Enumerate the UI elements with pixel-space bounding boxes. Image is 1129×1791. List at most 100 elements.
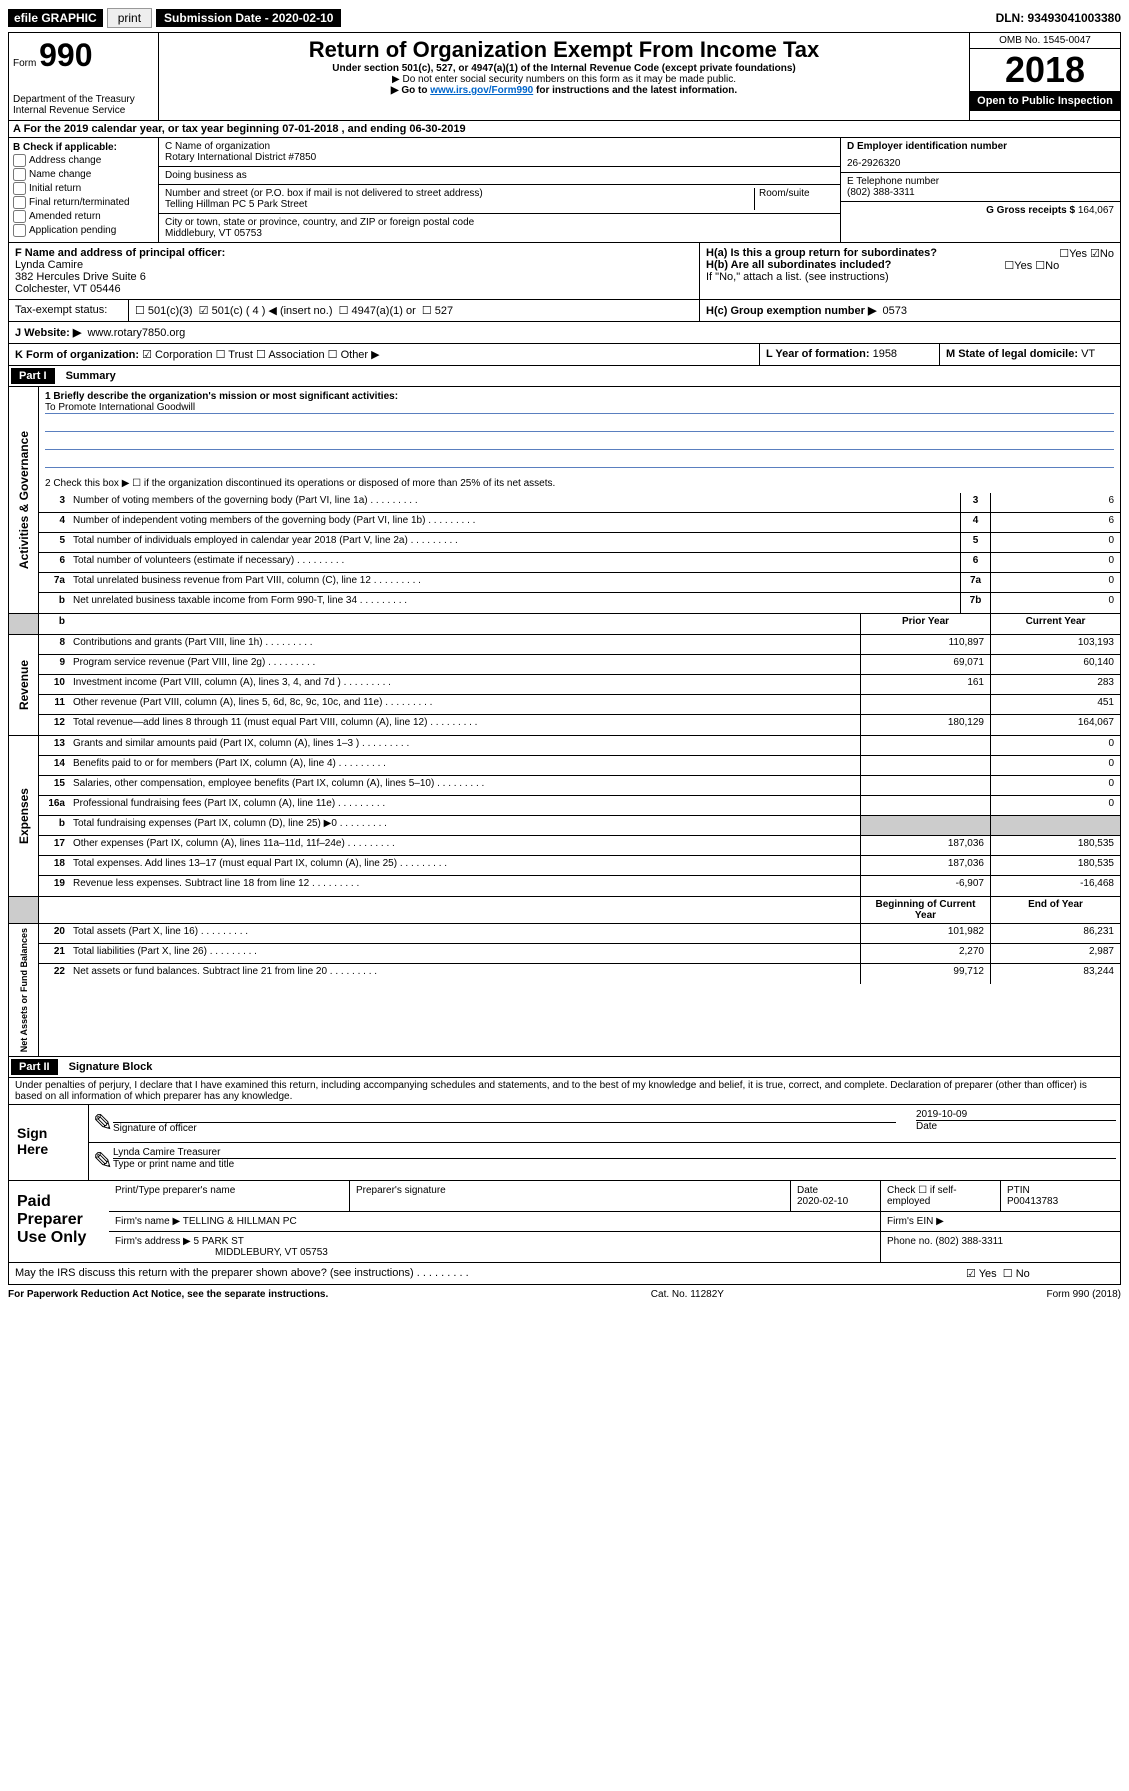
- k-corp: Corporation: [155, 349, 212, 361]
- revenue-section: Revenue 8 Contributions and grants (Part…: [8, 635, 1121, 736]
- line-row: 20 Total assets (Part X, line 16) 101,98…: [39, 924, 1120, 944]
- expenses-section: Expenses 13 Grants and similar amounts p…: [8, 736, 1121, 897]
- submission-date: Submission Date - 2020-02-10: [156, 9, 341, 27]
- phone-value: (802) 388-3311: [935, 1236, 1003, 1247]
- checkbox-app-pending[interactable]: Application pending: [13, 224, 154, 237]
- preparer-block: Paid Preparer Use Only Print/Type prepar…: [8, 1181, 1121, 1263]
- paperwork-notice: For Paperwork Reduction Act Notice, see …: [8, 1289, 328, 1300]
- ssn-note: ▶ Do not enter social security numbers o…: [163, 74, 965, 85]
- page-footer: For Paperwork Reduction Act Notice, see …: [8, 1285, 1121, 1304]
- tel-value: (802) 388-3311: [847, 187, 1114, 198]
- discuss-text: May the IRS discuss this return with the…: [15, 1267, 414, 1279]
- firm-addr1: 5 PARK ST: [194, 1236, 244, 1247]
- part1-header: Part I: [11, 368, 55, 384]
- self-emp-label: Check ☐ if self-employed: [880, 1181, 1000, 1211]
- part1-subtitle: Summary: [66, 370, 116, 382]
- officer-h-row: F Name and address of principal officer:…: [8, 243, 1121, 300]
- sign-here-label: Sign Here: [9, 1105, 89, 1180]
- prep-date-label: Date: [797, 1185, 874, 1196]
- signature-block: Sign Here ✎ Signature of officer 2019-10…: [8, 1105, 1121, 1181]
- form-subtitle: Under section 501(c), 527, or 4947(a)(1)…: [163, 63, 965, 74]
- checkbox-final-return[interactable]: Final return/terminated: [13, 196, 154, 209]
- col-b-checkboxes: B Check if applicable: Address change Na…: [9, 138, 159, 242]
- officer-name: Lynda Camire: [15, 259, 693, 271]
- print-button[interactable]: print: [107, 8, 152, 28]
- line-row: 14 Benefits paid to or for members (Part…: [39, 756, 1120, 776]
- checkbox-amended[interactable]: Amended return: [13, 210, 154, 223]
- phone-label: Phone no.: [887, 1236, 933, 1247]
- firm-addr2: MIDDLEBURY, VT 05753: [215, 1247, 874, 1258]
- line-row: 12 Total revenue—add lines 8 through 11 …: [39, 715, 1120, 735]
- k-other: Other ▶: [341, 349, 380, 361]
- m-label: M State of legal domicile:: [946, 348, 1078, 360]
- k-trust: Trust: [228, 349, 253, 361]
- line-row: 16a Professional fundraising fees (Part …: [39, 796, 1120, 816]
- line-row: 15 Salaries, other compensation, employe…: [39, 776, 1120, 796]
- tel-label: E Telephone number: [847, 176, 1114, 187]
- discuss-no: No: [1016, 1268, 1030, 1280]
- prior-year-header: Prior Year: [860, 614, 990, 634]
- line2-text: 2 Check this box ▶ ☐ if the organization…: [39, 474, 1120, 493]
- paid-prep-label: Paid Preparer Use Only: [9, 1181, 109, 1262]
- tax-exempt-label: Tax-exempt status:: [9, 300, 129, 321]
- ha-label: H(a) Is this a group return for subordin…: [706, 247, 937, 259]
- officer-addr2: Colchester, VT 05446: [15, 283, 693, 295]
- ptin-label: PTIN: [1007, 1185, 1114, 1196]
- revenue-header-section: b Prior Year Current Year: [8, 614, 1121, 635]
- hc-value: 0573: [883, 305, 907, 317]
- k-label: K Form of organization:: [15, 349, 139, 361]
- city-value: Middlebury, VT 05753: [165, 228, 834, 239]
- 501c4-label: 501(c) ( 4 ) ◀ (insert no.): [212, 305, 333, 317]
- checkbox-address-change[interactable]: Address change: [13, 154, 154, 167]
- goto-pre: ▶ Go to: [391, 85, 430, 96]
- perjury-text: Under penalties of perjury, I declare th…: [8, 1078, 1121, 1105]
- exp-side-label: Expenses: [15, 784, 33, 848]
- firm-addr-label: Firm's address ▶: [115, 1236, 191, 1247]
- irs-link[interactable]: www.irs.gov/Form990: [430, 85, 533, 96]
- tax-year: 2018: [970, 49, 1120, 91]
- addr-label: Number and street (or P.O. box if mail i…: [165, 188, 754, 199]
- gross-label: G Gross receipts $: [986, 205, 1075, 216]
- officer-addr1: 382 Hercules Drive Suite 6: [15, 271, 693, 283]
- form-footer: Form 990 (2018): [1047, 1289, 1121, 1300]
- line1-label: 1 Briefly describe the organization's mi…: [45, 391, 1114, 402]
- sig-officer-label: Signature of officer: [113, 1123, 896, 1134]
- ptin-value: P00413783: [1007, 1196, 1114, 1207]
- line-row: 13 Grants and similar amounts paid (Part…: [39, 736, 1120, 756]
- efile-label: efile GRAPHIC: [8, 9, 103, 27]
- ein-value: 26-2926320: [847, 158, 1114, 169]
- name-title-value: Lynda Camire Treasurer: [113, 1147, 1116, 1159]
- orgname-label: C Name of organization: [165, 141, 834, 152]
- l-label: L Year of formation:: [766, 348, 870, 360]
- section-a-taxyear: A For the 2019 calendar year, or tax yea…: [8, 121, 1121, 138]
- klm-row: K Form of organization: ☑ Corporation ☐ …: [8, 344, 1121, 366]
- line-row: 8 Contributions and grants (Part VIII, l…: [39, 635, 1120, 655]
- top-bar: efile GRAPHIC print Submission Date - 20…: [8, 8, 1121, 28]
- tax-exempt-row: Tax-exempt status: ☐ 501(c)(3) ☑ 501(c) …: [8, 300, 1121, 322]
- prep-sig-label: Preparer's signature: [349, 1181, 790, 1211]
- hb-label: H(b) Are all subordinates included?: [706, 259, 891, 271]
- line-row: 22 Net assets or fund balances. Subtract…: [39, 964, 1120, 984]
- website-row: J Website: ▶ www.rotary7850.org: [8, 322, 1121, 344]
- discuss-yes: Yes: [979, 1268, 997, 1280]
- k-assoc: Association: [268, 349, 324, 361]
- l-value: 1958: [873, 348, 897, 360]
- prep-name-label: Print/Type preparer's name: [109, 1181, 349, 1211]
- dba-label: Doing business as: [165, 170, 834, 181]
- checkbox-name-change[interactable]: Name change: [13, 168, 154, 181]
- prep-date-value: 2020-02-10: [797, 1196, 874, 1207]
- discuss-row: May the IRS discuss this return with the…: [8, 1263, 1121, 1285]
- name-title-label: Type or print name and title: [113, 1159, 1116, 1170]
- addr-value: Telling Hillman PC 5 Park Street: [165, 199, 754, 210]
- hc-label: H(c) Group exemption number ▶: [706, 305, 876, 317]
- 4947-label: 4947(a)(1) or: [352, 305, 416, 317]
- line-row: 10 Investment income (Part VIII, column …: [39, 675, 1120, 695]
- checkbox-initial-return[interactable]: Initial return: [13, 182, 154, 195]
- section-a-text: A For the 2019 calendar year, or tax yea…: [13, 123, 466, 135]
- firm-ein-label: Firm's EIN ▶: [880, 1212, 1120, 1231]
- b-label: b: [39, 614, 69, 634]
- part2-header: Part II: [11, 1059, 58, 1075]
- city-label: City or town, state or province, country…: [165, 217, 834, 228]
- line-row: 6 Total number of volunteers (estimate i…: [39, 553, 1120, 573]
- line-row: 7a Total unrelated business revenue from…: [39, 573, 1120, 593]
